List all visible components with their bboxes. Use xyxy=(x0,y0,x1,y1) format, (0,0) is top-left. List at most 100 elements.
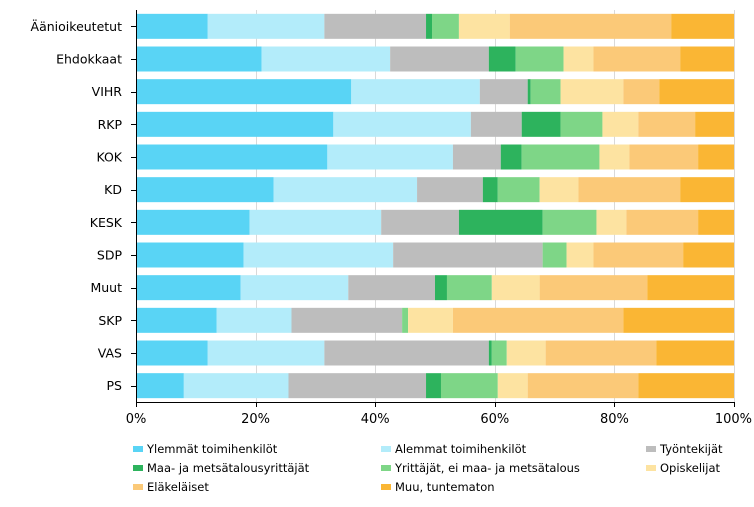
bar-segment xyxy=(629,144,699,170)
bar-segment xyxy=(446,275,492,301)
bar-segment xyxy=(136,307,217,333)
legend-label: Maa- ja metsätalousyrittäjät xyxy=(147,461,310,475)
bar-segment xyxy=(527,79,531,105)
legend-swatch xyxy=(133,446,143,452)
legend-label: Alemmat toimihenkilöt xyxy=(395,442,527,456)
bar-segment xyxy=(435,275,447,301)
bar-segment xyxy=(566,242,594,268)
legend-swatch xyxy=(646,465,656,471)
category-label: KD xyxy=(104,182,122,197)
bar-segment xyxy=(136,46,262,72)
bar-segment xyxy=(458,209,543,235)
legend-label: Opiskelijat xyxy=(660,461,721,475)
legend-swatch xyxy=(133,465,143,471)
bar-segment xyxy=(542,209,597,235)
legend-swatch xyxy=(133,484,143,490)
bar-segment xyxy=(426,13,433,39)
bar-segment xyxy=(417,177,483,203)
x-tick-label: 60% xyxy=(480,412,509,427)
category-label: VIHR xyxy=(92,84,123,99)
bar-segment xyxy=(500,144,522,170)
bar-segment xyxy=(291,307,403,333)
category-labels: Äänioikeutetut Ehdokkaat VIHR RKP KOK KD KESK S… xyxy=(31,19,123,393)
bar-segment xyxy=(136,177,274,203)
bar-segment xyxy=(698,209,734,235)
bar-segment xyxy=(183,373,289,399)
bar-segment xyxy=(207,13,325,39)
bar-segment xyxy=(560,79,624,105)
legend-swatch xyxy=(381,465,391,471)
bar-segment xyxy=(207,340,325,366)
bar-segment xyxy=(683,242,734,268)
category-label: KOK xyxy=(96,150,122,165)
bar-segment xyxy=(698,144,734,170)
legend-label: Eläkeläiset xyxy=(147,480,209,494)
bar-segment xyxy=(626,209,699,235)
bar-segment xyxy=(324,340,489,366)
bar-segment xyxy=(578,177,681,203)
legend-item: Maa- ja metsätalousyrittäjät xyxy=(133,461,309,475)
bar-segment xyxy=(249,209,382,235)
x-tick-label: 40% xyxy=(361,412,390,427)
x-tick-label: 0% xyxy=(126,412,147,427)
bar-segment xyxy=(671,13,734,39)
bar-segment xyxy=(351,79,480,105)
category-label: KESK xyxy=(90,215,123,230)
legend-item: Muu, tuntematon xyxy=(381,480,495,494)
category-label: PS xyxy=(107,378,123,393)
bar-segment xyxy=(680,46,734,72)
bar-segment xyxy=(521,144,600,170)
category-label: SDP xyxy=(97,248,123,263)
bar-segment xyxy=(243,242,394,268)
bar-segment xyxy=(288,373,427,399)
bar-segment xyxy=(216,307,292,333)
bar-segment xyxy=(680,177,734,203)
legend-label: Ylemmät toimihenkilöt xyxy=(147,442,278,456)
bar-segment xyxy=(497,177,540,203)
legend: Ylemmät toimihenkilöt Alemmat toimihenkil… xyxy=(0,437,754,507)
bar-segment xyxy=(593,46,681,72)
bars xyxy=(136,13,734,399)
bar-segment xyxy=(333,111,471,137)
tick-labels: 0% 20% 40% 60% 80% 100% xyxy=(126,412,752,427)
bar-segment xyxy=(440,373,498,399)
legend-swatch xyxy=(381,446,391,452)
category-label: Muut xyxy=(90,280,122,295)
bar-segment xyxy=(491,275,540,301)
bar-segment xyxy=(393,242,543,268)
bar-segment xyxy=(659,79,734,105)
bar-segment xyxy=(136,111,334,137)
bar-segment xyxy=(136,144,328,170)
bar-segment xyxy=(563,46,594,72)
bar-segment xyxy=(408,307,453,333)
bar-segment xyxy=(509,13,672,39)
category-label: SKP xyxy=(98,313,122,328)
legend-label: Yrittäjät, ei maa- ja metsätalous xyxy=(395,461,580,475)
legend-item: Yrittäjät, ei maa- ja metsätalous xyxy=(381,461,580,475)
legend-label: Työntekijät xyxy=(660,442,723,456)
legend-item: Alemmat toimihenkilöt xyxy=(381,442,526,456)
bar-segment xyxy=(426,373,441,399)
x-tick-label: 100% xyxy=(715,412,752,427)
bar-segment xyxy=(521,111,561,137)
bar-segment xyxy=(136,209,250,235)
bar-segment xyxy=(261,46,391,72)
bar-segment xyxy=(136,373,184,399)
bar-segment xyxy=(136,340,208,366)
category-label: Ehdokkaat xyxy=(56,52,122,67)
bar-segment xyxy=(602,111,639,137)
bar-segment xyxy=(623,79,660,105)
category-label: RKP xyxy=(98,117,123,132)
bar-segment xyxy=(479,79,528,105)
bar-segment xyxy=(596,209,627,235)
bar-segment xyxy=(491,340,507,366)
legend-item: Opiskelijat xyxy=(646,461,720,475)
bar-segment xyxy=(638,373,734,399)
bar-segment xyxy=(539,275,648,301)
bar-segment xyxy=(452,307,624,333)
legend-item: Ylemmät toimihenkilöt xyxy=(133,442,277,456)
bar-segment xyxy=(695,111,734,137)
bar-segment xyxy=(560,111,603,137)
bar-segment xyxy=(497,373,528,399)
legend-label: Muu, tuntematon xyxy=(395,480,495,494)
